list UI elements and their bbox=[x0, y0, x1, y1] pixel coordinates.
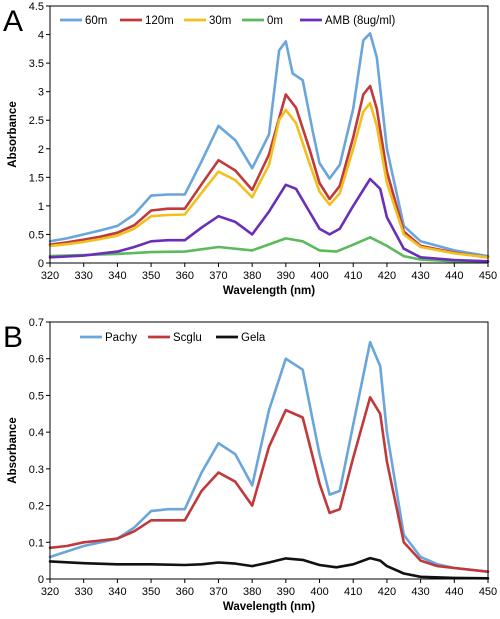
series-group bbox=[48, 32, 490, 264]
series-line-120m bbox=[48, 84, 490, 259]
x-tick-label: 320 bbox=[41, 586, 59, 598]
series-line-pachy bbox=[48, 340, 490, 573]
y-tick-label: 0 bbox=[38, 574, 44, 586]
y-tick-label: 4.5 bbox=[29, 1, 44, 13]
series-line-scglu bbox=[48, 396, 490, 573]
legend: Pachy Scglu Gela bbox=[80, 332, 266, 344]
y-tick-label: 0.7 bbox=[29, 317, 44, 329]
y-tick-label: 0 bbox=[38, 258, 44, 270]
x-tick-label: 430 bbox=[411, 586, 429, 598]
legend-label: AMB (8ug/ml) bbox=[325, 15, 395, 27]
x-tick-label: 450 bbox=[479, 586, 497, 598]
y-tick-label: 2.5 bbox=[29, 115, 44, 127]
panel-label-b: B bbox=[3, 321, 23, 354]
legend-label: 30m bbox=[209, 15, 231, 27]
plot-frame bbox=[49, 5, 489, 264]
y-tick-label: 1 bbox=[38, 201, 44, 213]
x-tick-label: 360 bbox=[176, 270, 194, 282]
legend-label: 60m bbox=[85, 15, 107, 27]
y-tick-label: 2 bbox=[38, 144, 44, 156]
series-group bbox=[48, 340, 490, 580]
series-line-0m bbox=[48, 236, 490, 264]
x-tick-label: 340 bbox=[108, 270, 126, 282]
x-tick-label: 400 bbox=[310, 586, 328, 598]
y-tick-label: 3.5 bbox=[29, 58, 44, 70]
chart-panel-a: 320 330 340 350 360 370 380 390 400 410 420 430 440 4… bbox=[7, 1, 497, 297]
x-tick-label: 360 bbox=[176, 586, 194, 598]
y-tick-label: 0.5 bbox=[29, 390, 44, 402]
y-tick-label: 0.6 bbox=[29, 354, 44, 366]
x-tick-label: 450 bbox=[479, 270, 497, 282]
x-tick-label: 410 bbox=[344, 586, 362, 598]
x-tick-label: 340 bbox=[108, 586, 126, 598]
x-tick-label: 400 bbox=[310, 270, 328, 282]
y-tick-label: 1.5 bbox=[29, 172, 44, 184]
y-tick-label: 0.2 bbox=[29, 501, 44, 513]
y-axis-title: Absorbance bbox=[7, 417, 19, 483]
chart-panel-b: 320 330 340 350 360 370 380 390 400 410 420 430 440 4… bbox=[7, 317, 497, 613]
x-tick-label: 350 bbox=[142, 270, 160, 282]
x-tick-label: 390 bbox=[277, 270, 295, 282]
legend-label: 0m bbox=[267, 15, 283, 27]
plot-frame bbox=[49, 321, 489, 580]
y-tick-label: 0.5 bbox=[29, 229, 44, 241]
y-tick-label: 4 bbox=[38, 30, 44, 42]
x-tick-label: 380 bbox=[243, 270, 261, 282]
series-line-amb-8ug-ml bbox=[48, 177, 490, 263]
x-axis-title: Wavelength (nm) bbox=[223, 601, 315, 613]
x-tick-label: 330 bbox=[75, 586, 93, 598]
x-tick-label: 370 bbox=[209, 586, 227, 598]
series-line-60m bbox=[48, 32, 490, 258]
legend-label: 120m bbox=[145, 15, 174, 27]
series-line-gela bbox=[48, 556, 490, 580]
x-tick-label: 440 bbox=[445, 586, 463, 598]
y-tick-label: 0.3 bbox=[29, 464, 44, 476]
y-axis-title: Absorbance bbox=[7, 101, 19, 167]
y-tick-label: 0.4 bbox=[29, 427, 44, 439]
x-tick-label: 420 bbox=[378, 586, 396, 598]
x-tick-label: 350 bbox=[142, 586, 160, 598]
x-tick-label: 380 bbox=[243, 586, 261, 598]
panel-label-a: A bbox=[3, 5, 23, 38]
x-tick-label: 330 bbox=[75, 270, 93, 282]
x-tick-label: 320 bbox=[41, 270, 59, 282]
x-tick-label: 410 bbox=[344, 270, 362, 282]
x-tick-label: 420 bbox=[378, 270, 396, 282]
series-line-30m bbox=[48, 101, 490, 259]
x-tick-label: 430 bbox=[411, 270, 429, 282]
x-tick-label: 390 bbox=[277, 586, 295, 598]
y-tick-label: 3 bbox=[38, 87, 44, 99]
legend-label: Pachy bbox=[105, 332, 137, 344]
y-tick-label: 0.1 bbox=[29, 537, 44, 549]
legend: 60m 120m 30m 0m AMB (8ug/ml) bbox=[60, 15, 395, 27]
x-axis-title: Wavelength (nm) bbox=[223, 285, 315, 297]
legend-label: Scglu bbox=[173, 332, 202, 344]
x-tick-label: 440 bbox=[445, 270, 463, 282]
legend-label: Gela bbox=[241, 332, 266, 344]
x-tick-label: 370 bbox=[209, 270, 227, 282]
